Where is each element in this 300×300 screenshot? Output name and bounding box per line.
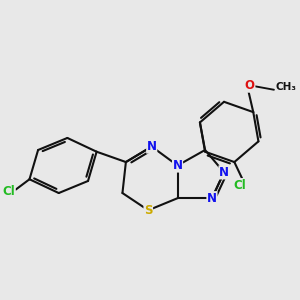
Text: N: N — [147, 140, 157, 153]
Text: N: N — [219, 166, 229, 179]
Text: N: N — [207, 192, 217, 205]
Text: S: S — [144, 204, 152, 217]
Text: CH₃: CH₃ — [275, 82, 296, 92]
Text: Cl: Cl — [2, 185, 15, 198]
Text: Cl: Cl — [233, 178, 246, 192]
Text: O: O — [245, 79, 255, 92]
Text: N: N — [172, 159, 182, 172]
